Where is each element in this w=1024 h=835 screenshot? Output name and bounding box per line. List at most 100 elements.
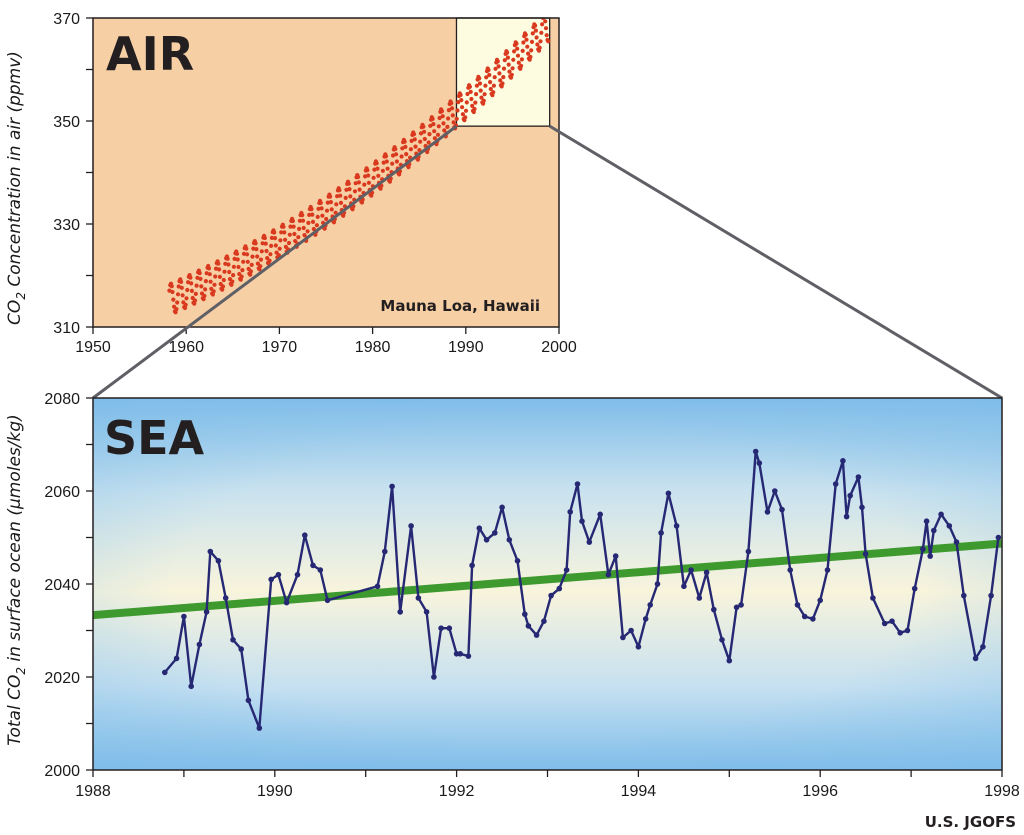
air-data-point: [436, 124, 441, 129]
sea-data-point: [389, 483, 395, 490]
sea-data-point: [938, 511, 944, 518]
air-data-point: [526, 51, 531, 56]
air-data-point: [521, 40, 526, 45]
sea-y-tick-label: 2060: [44, 484, 80, 501]
sea-data-point: [756, 460, 763, 466]
air-data-point: [231, 273, 236, 278]
air-data-point: [199, 284, 204, 289]
air-data-point: [515, 46, 520, 51]
air-data-point: [492, 75, 497, 80]
air-data-point: [244, 246, 249, 251]
air-data-point: [305, 229, 310, 234]
zoom-connector-right: [548, 124, 1003, 400]
air-data-point: [276, 253, 281, 258]
sea-data-point: [843, 513, 850, 520]
air-x-tick-label: 1970: [262, 339, 298, 356]
air-data-point: [468, 89, 473, 94]
sea-x-tick-label: 1988: [75, 783, 111, 800]
air-data-point: [500, 81, 505, 86]
sea-data-point: [787, 567, 793, 573]
air-x-tick-label: 1950: [75, 339, 111, 356]
air-data-point: [375, 166, 380, 171]
air-data-point: [310, 212, 315, 217]
air-data-point: [311, 226, 316, 232]
sea-data-point: [779, 506, 785, 513]
air-data-point: [258, 264, 263, 269]
air-data-point: [516, 60, 521, 65]
sea-data-point: [283, 599, 290, 606]
air-data-point: [356, 174, 361, 180]
sea-data-point: [268, 576, 275, 583]
sea-data-point: [772, 488, 778, 494]
sea-data-point: [832, 481, 839, 487]
air-data-point: [487, 72, 492, 78]
air-data-point: [217, 274, 222, 279]
sea-data-point: [203, 609, 210, 615]
air-data-point: [483, 83, 488, 88]
air-data-point: [533, 28, 539, 33]
sea-data-point: [980, 644, 986, 650]
air-data-point: [229, 282, 234, 287]
air-data-point: [169, 284, 174, 289]
air-data-point: [213, 274, 218, 279]
sea-data-point: [499, 504, 505, 511]
air-data-point: [255, 254, 260, 259]
sea-data-point: [408, 523, 414, 529]
air-data-point: [262, 235, 267, 241]
air-data-point: [463, 108, 469, 113]
sea-data-point: [665, 490, 672, 497]
air-data-point: [301, 225, 306, 231]
sea-data-point: [658, 530, 664, 536]
sea-data-point: [642, 616, 649, 622]
sea-data-point: [574, 481, 581, 487]
air-data-point: [509, 72, 514, 77]
air-data-point: [283, 237, 288, 242]
sea-data-point: [302, 532, 308, 538]
air-data-point: [539, 30, 544, 35]
air-data-point: [362, 182, 367, 187]
air-data-point: [464, 100, 469, 105]
sea-data-point: [953, 539, 960, 545]
air-data-point: [529, 39, 535, 45]
sea-data-point: [711, 606, 717, 613]
air-data-point: [328, 194, 333, 199]
sea-data-point: [446, 625, 453, 631]
air-data-point: [220, 287, 225, 292]
air-data-point: [449, 101, 454, 106]
air-data-point: [479, 95, 484, 100]
air-data-point: [482, 92, 487, 97]
air-data-point: [501, 75, 506, 80]
air-data-point: [221, 277, 226, 283]
air-data-point: [486, 67, 491, 73]
air-data-point: [296, 235, 301, 240]
air-data-point: [288, 224, 293, 229]
air-data-point: [346, 181, 351, 186]
air-data-point: [383, 154, 389, 159]
air-data-point: [337, 188, 342, 193]
sea-data-point: [862, 551, 869, 557]
air-data-point: [427, 132, 432, 137]
sea-data-point: [162, 669, 168, 676]
air-data-point: [324, 208, 330, 213]
air-data-point: [338, 200, 344, 205]
air-data-point: [399, 154, 404, 159]
air-data-point: [226, 262, 231, 267]
sea-data-point: [911, 585, 918, 592]
air-data-point: [357, 187, 362, 192]
air-data-point: [248, 272, 253, 277]
sea-data-point: [397, 609, 404, 615]
sea-data-point: [988, 592, 994, 599]
air-data-point: [207, 272, 212, 277]
air-data-point: [183, 302, 188, 307]
sea-data-point: [904, 627, 911, 634]
credit-label: U.S. JGOFS: [925, 813, 1016, 831]
air-data-point: [260, 241, 265, 246]
air-data-point: [519, 63, 524, 68]
sea-data-point: [752, 448, 759, 455]
air-data-point: [498, 78, 503, 83]
sea-data-point: [207, 548, 214, 555]
air-data-point: [455, 108, 460, 113]
air-data-point: [544, 33, 549, 38]
sea-data-point: [506, 537, 513, 543]
air-data-point: [273, 243, 278, 248]
